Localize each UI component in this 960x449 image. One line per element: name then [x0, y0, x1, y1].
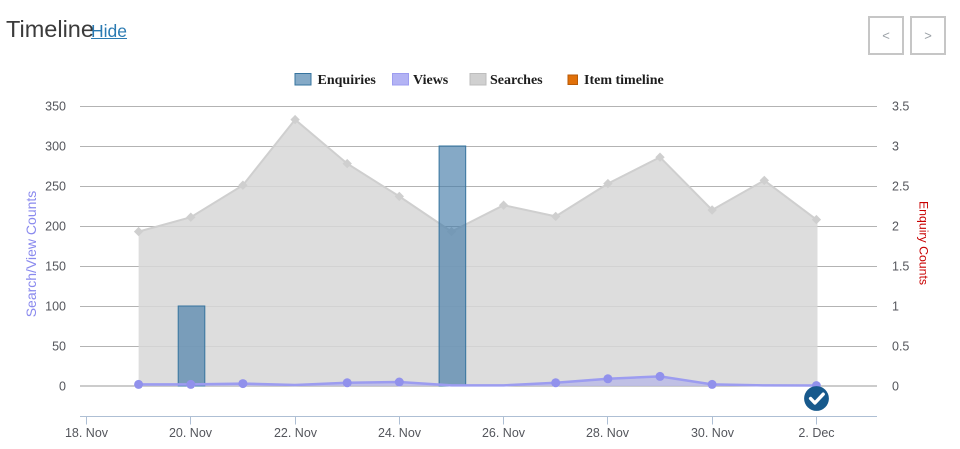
svg-text:30. Nov: 30. Nov [691, 426, 735, 440]
svg-text:350: 350 [45, 100, 66, 114]
svg-text:100: 100 [45, 300, 66, 314]
svg-text:22. Nov: 22. Nov [274, 426, 318, 440]
svg-text:1.5: 1.5 [892, 260, 909, 274]
svg-text:0: 0 [59, 380, 66, 394]
svg-text:150: 150 [45, 260, 66, 274]
svg-text:2: 2 [892, 220, 899, 234]
svg-text:18. Nov: 18. Nov [65, 426, 109, 440]
svg-text:50: 50 [52, 340, 66, 354]
svg-text:300: 300 [45, 140, 66, 154]
svg-text:250: 250 [45, 180, 66, 194]
svg-text:28. Nov: 28. Nov [586, 426, 630, 440]
svg-text:2. Dec: 2. Dec [798, 426, 834, 440]
svg-text:200: 200 [45, 220, 66, 234]
svg-text:0: 0 [892, 380, 899, 394]
svg-text:Search/View Counts: Search/View Counts [23, 191, 39, 318]
svg-text:3: 3 [892, 140, 899, 154]
svg-text:24. Nov: 24. Nov [378, 426, 422, 440]
svg-text:Searches: Searches [490, 73, 543, 88]
svg-text:Item timeline: Item timeline [584, 73, 664, 88]
svg-text:Enquiries: Enquiries [318, 73, 377, 88]
svg-text:3.5: 3.5 [892, 100, 909, 114]
svg-text:20. Nov: 20. Nov [169, 426, 213, 440]
svg-text:Views: Views [413, 73, 449, 88]
svg-text:0.5: 0.5 [892, 340, 909, 354]
svg-text:Enquiry Counts: Enquiry Counts [917, 201, 931, 285]
svg-text:26. Nov: 26. Nov [482, 426, 526, 440]
svg-text:1: 1 [892, 300, 899, 314]
svg-text:2.5: 2.5 [892, 180, 909, 194]
